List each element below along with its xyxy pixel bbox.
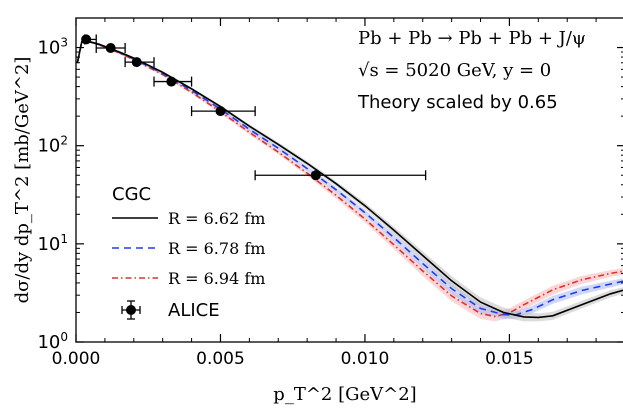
legend: CGC R = 6.62 fm R = 6.78 fm R = 6.94 fm … bbox=[112, 184, 265, 321]
curve-series-0 bbox=[76, 40, 623, 319]
legend-title: CGC bbox=[112, 184, 151, 205]
axis-ticks bbox=[75, 17, 623, 343]
annotation-reaction: Pb + Pb → Pb + Pb + J/ψ bbox=[358, 28, 586, 49]
y-tick-label: 100 bbox=[37, 330, 68, 353]
y-tick-label: 101 bbox=[37, 232, 68, 255]
legend-entry-6-78: R = 6.78 fm bbox=[168, 239, 265, 258]
band-series-1 bbox=[77, 40, 623, 319]
alice-data-points bbox=[81, 34, 427, 181]
legend-entry-6-94: R = 6.94 fm bbox=[168, 269, 265, 288]
theory-curves bbox=[76, 40, 623, 319]
alice-marker bbox=[81, 34, 92, 45]
band-series-0 bbox=[77, 40, 623, 322]
band-series-2 bbox=[77, 40, 623, 322]
alice-marker bbox=[215, 106, 226, 117]
alice-marker bbox=[105, 42, 116, 53]
alice-marker bbox=[131, 57, 142, 68]
x-tick-label: 0.010 bbox=[341, 349, 390, 369]
x-axis-label: p_T^2 [GeV^2] bbox=[273, 384, 416, 405]
x-tick-label: 0.005 bbox=[196, 349, 245, 369]
legend-marker-alice bbox=[121, 300, 141, 320]
alice-point-5 bbox=[254, 170, 427, 181]
alice-point-1 bbox=[95, 42, 126, 53]
alice-point-2 bbox=[124, 57, 155, 68]
x-tick-label: 0.000 bbox=[52, 349, 101, 369]
curve-series-2 bbox=[76, 40, 623, 318]
curve-series-1 bbox=[76, 40, 623, 316]
axis-tick-labels: 0.000 0.005 0.010 0.015 100 101 102 103 bbox=[37, 36, 533, 369]
alice-point-0 bbox=[81, 34, 97, 45]
alice-marker bbox=[310, 170, 321, 181]
legend-entry-6-62: R = 6.62 fm bbox=[168, 209, 265, 228]
alice-point-3 bbox=[153, 76, 193, 87]
y-tick-label: 102 bbox=[37, 134, 68, 157]
annotation-energy: √s = 5020 GeV, y = 0 bbox=[358, 60, 551, 81]
plot-frame bbox=[75, 17, 623, 343]
alice-point-4 bbox=[190, 106, 256, 117]
x-tick-label: 0.015 bbox=[485, 349, 534, 369]
uncertainty-bands bbox=[77, 40, 623, 322]
annotation-scaling: Theory scaled by 0.65 bbox=[357, 92, 558, 113]
alice-marker bbox=[166, 76, 177, 87]
legend-entry-alice: ALICE bbox=[168, 300, 220, 321]
y-tick-label: 103 bbox=[37, 36, 68, 59]
y-axis-label: dσ/dy dp_T^2 [mb/GeV^2] bbox=[12, 57, 33, 304]
